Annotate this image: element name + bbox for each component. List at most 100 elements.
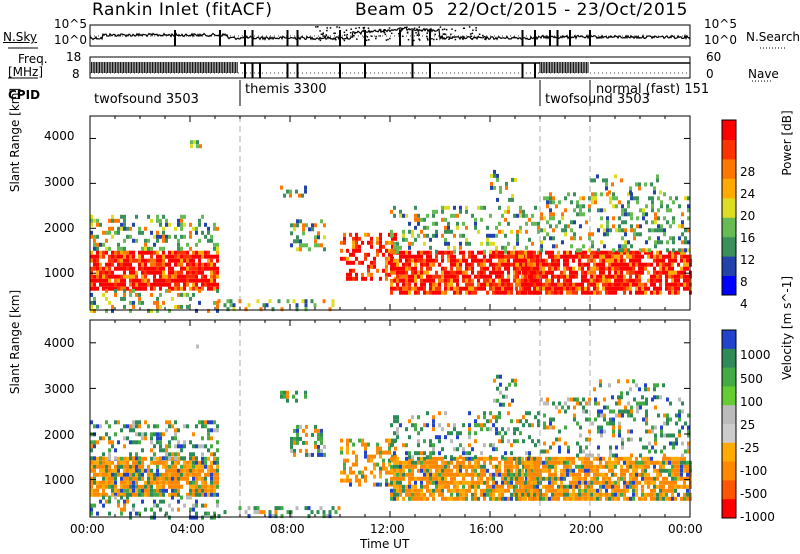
scatter-cell	[90, 234, 93, 239]
scatter-cell	[668, 496, 671, 501]
scatter-cell	[629, 476, 632, 481]
scatter-cell	[429, 455, 432, 460]
scatter-cell	[307, 506, 311, 511]
scatter-cell	[114, 286, 117, 291]
scatter-cell	[447, 254, 450, 259]
scatter-cell	[150, 492, 153, 497]
scatter-cell	[393, 419, 396, 424]
scatter-cell	[411, 241, 414, 246]
scatter-cell	[489, 460, 492, 465]
power-cbar-tick-16: 16	[740, 231, 756, 245]
scatter-cell	[551, 460, 554, 465]
scatter-cell	[120, 274, 123, 279]
scatter-cell	[521, 496, 524, 501]
scatter-cell	[213, 428, 216, 433]
scatter-cell	[180, 472, 183, 477]
scatter-cell	[293, 440, 296, 445]
scatter-cell	[590, 178, 593, 183]
scatter-cell	[572, 484, 575, 489]
scatter-cell	[536, 254, 539, 259]
scatter-cell	[105, 460, 108, 465]
scatter-cell	[516, 290, 519, 295]
scatter-cell	[665, 266, 668, 271]
scatter-cell	[662, 496, 665, 501]
scatter-cell	[305, 452, 308, 457]
scatter-cell	[405, 484, 408, 489]
power-cbar-tick-8: 8	[740, 275, 748, 289]
scatter-cell	[195, 444, 198, 449]
scatter-cell	[138, 432, 141, 437]
scatter-cell	[296, 432, 299, 437]
scatter-cell	[147, 480, 150, 485]
scatter-cell	[632, 270, 635, 275]
scatter-cell	[280, 506, 284, 511]
scatter-cell	[560, 484, 563, 489]
xtick-0000: 00:00	[70, 522, 105, 536]
scatter-cell	[299, 219, 302, 224]
scatter-cell	[672, 236, 675, 241]
scatter-cell	[504, 460, 507, 465]
scatter-cell	[343, 458, 346, 463]
scatter-cell	[587, 262, 590, 267]
scatter-cell	[198, 492, 201, 497]
scatter-cell	[295, 390, 298, 395]
scatter-cell	[108, 270, 111, 275]
scatter-cell	[480, 456, 483, 461]
scatter-cell	[402, 484, 405, 489]
scatter-cell	[540, 212, 543, 217]
scatter-cell	[177, 292, 180, 297]
scatter-cell	[654, 220, 657, 225]
scatter-cell	[626, 484, 629, 489]
scatter-cell	[615, 228, 618, 233]
scatter-cell	[671, 270, 674, 275]
scatter-cell	[141, 266, 144, 271]
scatter-cell	[453, 249, 456, 254]
scatter-cell	[551, 484, 554, 489]
scatter-cell	[417, 286, 420, 291]
scatter-cell	[393, 472, 396, 477]
scatter-cell	[644, 250, 647, 255]
scatter-cell	[126, 476, 129, 481]
scatter-cell	[420, 266, 423, 271]
scatter-cell	[606, 220, 609, 225]
scatter-cell	[171, 286, 174, 291]
scatter-cell	[618, 200, 621, 205]
scatter-cell	[456, 464, 459, 469]
scatter-cell	[617, 460, 620, 465]
scatter-cell	[498, 262, 501, 267]
scatter-cell	[195, 286, 198, 291]
scatter-cell	[423, 468, 426, 473]
scatter-cell	[283, 394, 286, 399]
scatter-cell	[93, 262, 96, 267]
scatter-cell	[456, 282, 459, 287]
scatter-cell	[399, 290, 402, 295]
scatter-cell	[358, 236, 361, 241]
scatter-cell	[174, 282, 177, 287]
scatter-cell	[539, 488, 542, 493]
scatter-cell	[489, 488, 492, 493]
scatter-cell	[483, 443, 486, 448]
scatter-cell	[405, 451, 408, 456]
scatter-cell	[486, 258, 489, 263]
scatter-cell	[629, 387, 632, 392]
scatter-cell	[247, 514, 251, 519]
scatter-cell	[129, 484, 132, 489]
scatter-cell	[656, 174, 659, 179]
scatter-cell	[99, 468, 102, 473]
scatter-cell	[204, 424, 207, 429]
scatter-cell	[210, 420, 213, 425]
scatter-cell	[99, 254, 102, 259]
scatter-cell	[590, 484, 593, 489]
scatter-cell	[543, 413, 546, 418]
scatter-cell	[677, 274, 680, 279]
scatter-cell	[213, 274, 216, 279]
nsearch-dot	[363, 28, 365, 30]
scatter-cell	[129, 226, 132, 231]
scatter-cell	[680, 274, 683, 279]
scatter-cell	[533, 456, 536, 461]
scatter-cell	[666, 417, 669, 422]
scatter-cell	[593, 290, 596, 295]
nsearch-dot	[451, 36, 454, 38]
scatter-cell	[123, 484, 126, 489]
scatter-cell	[183, 424, 186, 429]
